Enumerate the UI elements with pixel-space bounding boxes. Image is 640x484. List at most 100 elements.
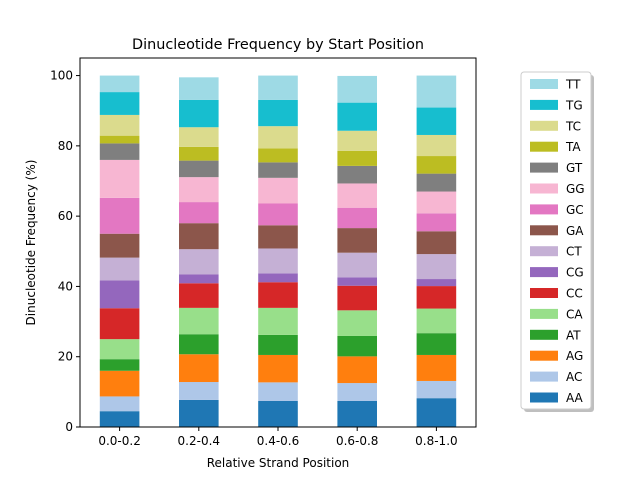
legend-label-ga: GA	[566, 224, 584, 238]
y-tick-label: 0	[65, 420, 73, 434]
legend-swatch-ta	[530, 141, 558, 152]
legend-label-cc: CC	[566, 287, 583, 301]
bar-ga-3	[258, 225, 298, 249]
legend-swatch-ga	[530, 225, 558, 236]
bars	[99, 75, 457, 427]
bar-ta-1	[99, 135, 140, 144]
bar-aa-1	[99, 411, 140, 427]
bar-ga-1	[99, 233, 140, 258]
legend-label-gc: GC	[566, 203, 584, 217]
bar-cc-1	[99, 308, 140, 340]
bar-gg-4	[337, 183, 377, 208]
legend-swatch-ag	[530, 350, 558, 361]
bar-gg-2	[179, 177, 219, 203]
bar-tc-1	[99, 114, 140, 136]
bar-ta-3	[258, 148, 298, 163]
x-tick-label: 0.8-1.0	[415, 434, 458, 448]
y-tick-label: 80	[58, 139, 73, 153]
bar-gc-4	[337, 207, 377, 229]
y-tick-label: 40	[58, 279, 73, 293]
bar-cg-3	[258, 273, 298, 283]
bar-ag-4	[337, 356, 377, 384]
legend-swatch-tg	[530, 99, 558, 110]
bar-tc-4	[337, 130, 377, 151]
y-tick-label: 100	[50, 69, 73, 83]
bar-gg-5	[416, 191, 457, 214]
legend-label-ta: TA	[565, 140, 581, 154]
bar-tg-3	[258, 99, 298, 127]
bar-ac-5	[416, 380, 457, 399]
legend-label-tc: TC	[565, 119, 581, 133]
bar-tc-5	[416, 134, 457, 157]
legend-swatch-gc	[530, 204, 558, 215]
bar-cg-2	[179, 274, 219, 284]
bar-ta-2	[179, 146, 219, 161]
legend-swatch-tt	[530, 79, 558, 89]
legend-frame	[520, 71, 592, 410]
legend-swatch-ac	[530, 371, 558, 382]
legend-label-gg: GG	[566, 182, 585, 196]
legend-label-gt: GT	[566, 161, 583, 175]
x-axis-label: Relative Strand Position	[207, 456, 350, 470]
legend-swatch-ct	[530, 246, 558, 257]
bar-tt-3	[258, 75, 298, 100]
legend-label-ag: AG	[566, 349, 583, 363]
bar-at-4	[337, 335, 377, 357]
legend-swatch-cg	[530, 267, 558, 278]
bar-tg-2	[179, 99, 219, 128]
bar-ac-3	[258, 382, 298, 401]
y-axis: 0 20 40 60 80 100	[50, 69, 80, 434]
bar-ct-2	[179, 249, 219, 275]
bar-aa-4	[337, 400, 377, 427]
legend-swatch-gt	[530, 162, 558, 173]
bar-cc-3	[258, 282, 298, 308]
bar-at-2	[179, 334, 219, 355]
bar-aa-3	[258, 400, 298, 427]
bar-ga-5	[416, 231, 457, 255]
bar-aa-5	[416, 398, 457, 427]
bar-ta-4	[337, 150, 377, 166]
bar-tt-5	[416, 75, 457, 108]
bar-cc-4	[337, 285, 377, 311]
bar-ca-4	[337, 310, 377, 336]
bar-ga-2	[179, 223, 219, 250]
bar-ca-5	[416, 308, 457, 334]
bar-gc-5	[416, 213, 457, 232]
bar-cc-5	[416, 286, 457, 309]
legend-label-aa: AA	[566, 391, 584, 405]
legend-label-ca: CA	[566, 307, 583, 321]
bar-ct-3	[258, 248, 298, 274]
bar-tg-4	[337, 102, 377, 131]
legend-swatch-at	[530, 329, 558, 340]
bar-gt-5	[416, 173, 457, 192]
bar-ga-4	[337, 228, 377, 253]
bar-gc-3	[258, 203, 298, 226]
bar-ca-2	[179, 307, 219, 335]
bar-cg-1	[99, 280, 140, 309]
bar-ac-2	[179, 382, 219, 400]
y-axis-label: Dinucleotide Frequency (%)	[24, 160, 38, 326]
bar-tg-5	[416, 107, 457, 135]
legend-label-ct: CT	[566, 245, 582, 259]
bar-ct-4	[337, 252, 377, 278]
bar-ag-2	[179, 354, 219, 383]
bar-ac-1	[99, 396, 140, 412]
bar-tg-1	[99, 92, 140, 115]
bar-gc-1	[99, 197, 140, 234]
x-tick-label: 0.4-0.6	[257, 434, 300, 448]
legend: TT TG TC TA GT GG GC GA CT CG CC CA AT AG AC AA	[520, 71, 594, 412]
legend-label-ac: AC	[566, 370, 582, 384]
bar-ag-3	[258, 354, 298, 383]
bar-gt-4	[337, 165, 377, 184]
bar-tt-1	[99, 75, 140, 93]
bar-ac-4	[337, 383, 377, 401]
bar-cc-2	[179, 283, 219, 308]
x-tick-label: 0.6-0.8	[336, 434, 379, 448]
legend-swatch-gg	[530, 183, 558, 194]
chart-title: Dinucleotide Frequency by Start Position	[132, 37, 424, 53]
bar-ct-1	[99, 257, 140, 281]
legend-swatch-ca	[530, 308, 558, 319]
bar-ag-5	[416, 354, 457, 381]
legend-label-tt: TT	[565, 78, 581, 92]
